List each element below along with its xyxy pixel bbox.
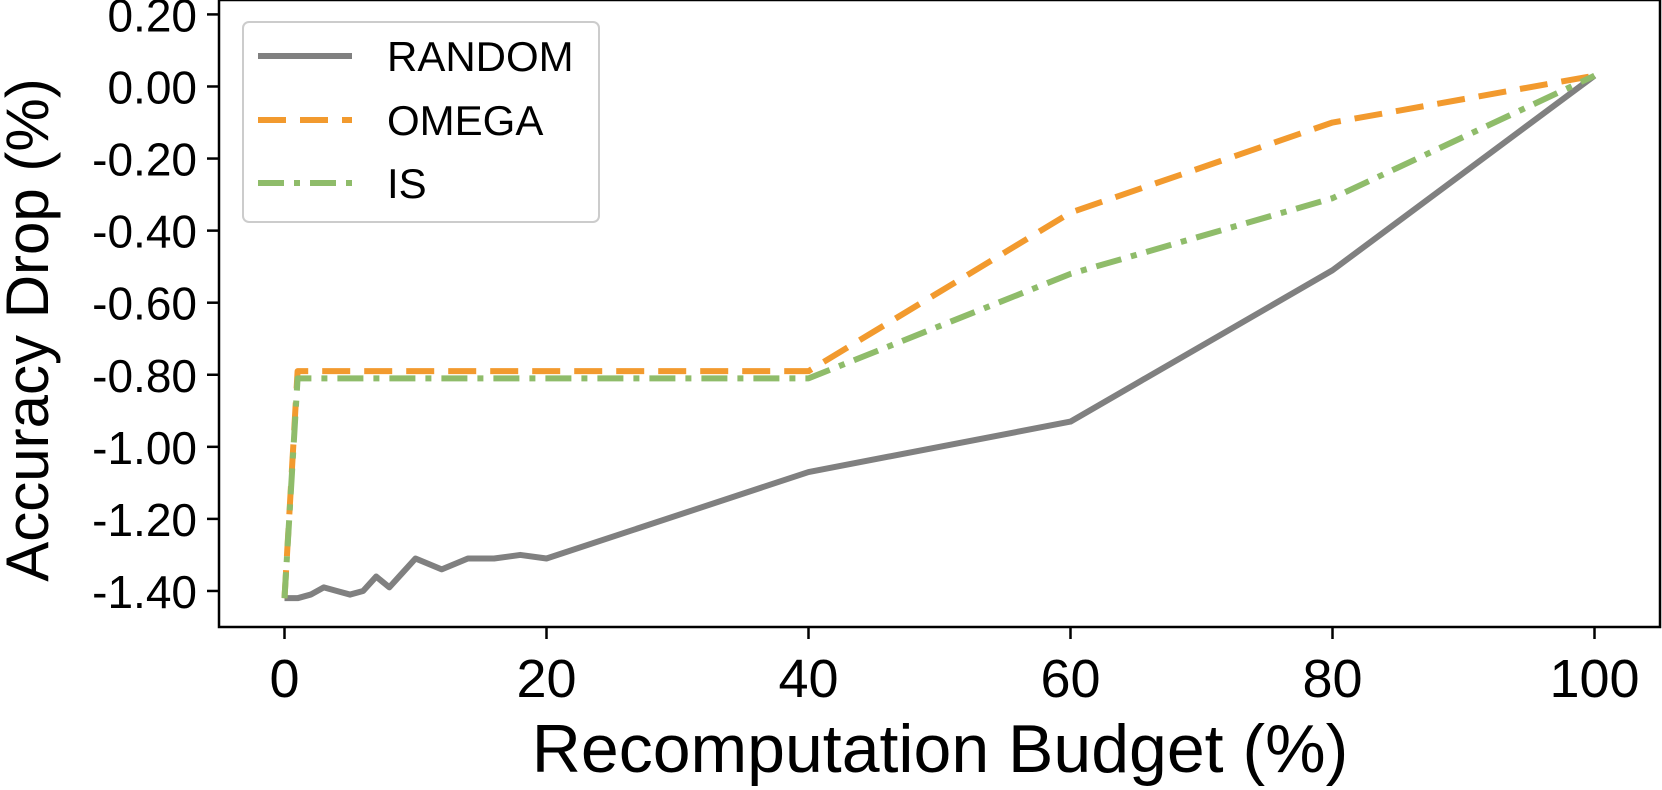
- series-line-random: [284, 73, 1597, 602]
- x-tick-label: 0: [269, 649, 299, 709]
- legend-label-random: RANDOM: [387, 33, 574, 80]
- series-line-omega: [281, 72, 1596, 599]
- y-tick-label: -0.60: [92, 278, 197, 330]
- y-tick-label: -0.80: [92, 350, 197, 402]
- plot-frame: [217, 0, 1662, 629]
- y-tick-label: -1.00: [92, 422, 197, 474]
- y-tick-label: 0.00: [107, 61, 197, 113]
- y-tick-label: 0.20: [107, 0, 197, 41]
- y-tick-label: -1.20: [92, 494, 197, 546]
- x-axis: 0 20 40 60 80 100: [269, 627, 1640, 709]
- y-tick-label: -1.40: [92, 566, 197, 618]
- x-tick-label: 60: [1040, 649, 1100, 709]
- y-tick-label: -0.40: [92, 206, 197, 258]
- x-tick-label: 100: [1549, 649, 1639, 709]
- x-axis-title: Recomputation Budget (%): [532, 711, 1348, 787]
- x-tick-label: 80: [1302, 649, 1362, 709]
- y-axis: 0.20 0.00 -0.20 -0.40 -0.60 -0.80 -1.00 -1.20 -1…: [92, 0, 219, 618]
- y-tick-label: -0.20: [92, 134, 197, 186]
- legend-label-is: IS: [387, 160, 427, 207]
- y-axis-title: Accuracy Drop (%): [0, 78, 61, 581]
- x-tick-label: 20: [516, 649, 576, 709]
- x-tick-label: 40: [778, 649, 838, 709]
- plot-series: [281, 72, 1597, 602]
- legend-label-omega: OMEGA: [387, 97, 543, 144]
- series-line-is: [281, 72, 1596, 599]
- legend-box: [242, 21, 600, 223]
- legend: RANDOM OMEGA IS: [242, 21, 600, 223]
